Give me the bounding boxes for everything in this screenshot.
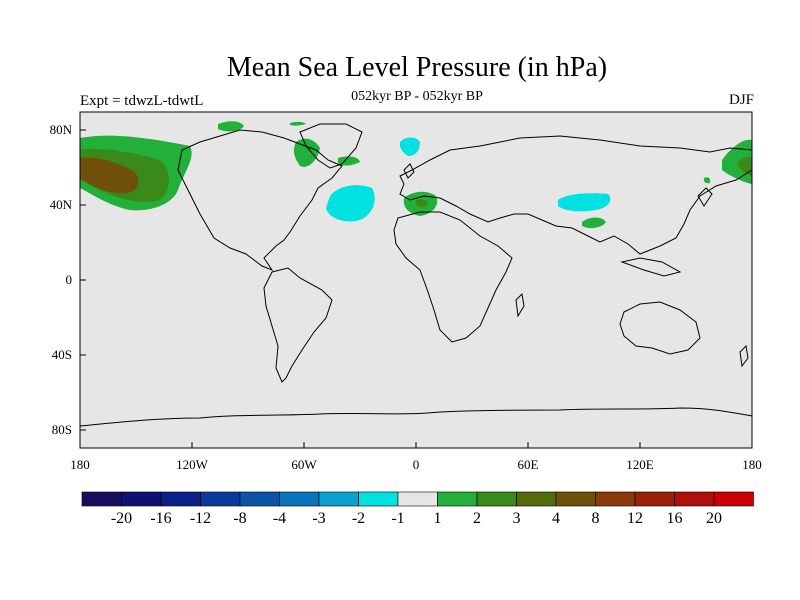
coast-japan	[697, 187, 713, 207]
colorbar-box-15	[674, 491, 715, 507]
colorbar-box-14	[634, 491, 675, 507]
colorbar-label-6: -2	[352, 510, 365, 527]
coast-antarctica	[79, 407, 753, 427]
longitude-axis: 180 120W 60W 0 60E 120E 180	[70, 442, 762, 472]
colorbar-box-11	[516, 491, 557, 507]
colorbar-box-16	[713, 491, 754, 507]
colorbar-label-5: -3	[312, 510, 325, 527]
colorbar-label-4: -4	[273, 510, 286, 527]
anomaly-arctic-2	[290, 121, 306, 126]
anomaly-north-atlantic-neg	[326, 185, 375, 222]
colorbar-box-6	[318, 491, 359, 507]
coast-greenland	[299, 123, 363, 169]
anomaly-bay-of-bengal	[582, 217, 606, 229]
map-subtitle: 052kyr BP - 052kyr BP	[351, 89, 483, 104]
coast-australia	[619, 301, 701, 355]
colorbar-box-5	[279, 491, 320, 507]
colorbar-label-10: 3	[513, 510, 521, 527]
anomaly-central-asia-neg	[558, 193, 611, 212]
lon-label-60w: 60W	[291, 457, 317, 472]
anomaly-mediterranean-mid	[416, 199, 428, 208]
experiment-label: Expt = tdwzL-tdwtL	[80, 93, 204, 109]
colorbar-box-4	[239, 491, 280, 507]
coast-new-zealand	[739, 344, 749, 368]
colorbar-label-8: 1	[434, 510, 442, 527]
lat-label-80n: 80N	[50, 122, 73, 137]
colorbar-box-10	[476, 491, 517, 507]
latitude-axis: 80N 40N 0 40S 80S	[50, 122, 86, 437]
lon-label-120e: 120E	[626, 457, 654, 472]
lat-label-40n: 40N	[50, 197, 73, 212]
colorbar-label-7: -1	[391, 510, 404, 527]
colorbar: -20 -16 -12 -8 -4 -3 -2 -1 1 2 3 4 8 12 16 20	[81, 491, 754, 527]
colorbar-box-13	[595, 491, 636, 507]
colorbar-box-8	[397, 491, 438, 507]
coast-south-america	[263, 267, 333, 383]
lon-label-180w: 180	[70, 457, 90, 472]
anomaly-labrador	[338, 156, 360, 166]
colorbar-label-2: -12	[190, 510, 211, 527]
colorbar-box-1	[121, 491, 162, 507]
coast-british-isles	[403, 163, 415, 179]
lat-label-0: 0	[66, 272, 73, 287]
coast-north-america	[177, 129, 343, 272]
colorbar-box-3	[200, 491, 241, 507]
colorbar-box-12	[555, 491, 596, 507]
colorbar-label-1: -16	[150, 510, 171, 527]
coast-africa	[393, 211, 513, 343]
colorbar-box-0	[81, 491, 122, 507]
anomaly-patches	[80, 121, 752, 229]
colorbar-label-14: 16	[667, 510, 683, 527]
colorbar-box-7	[358, 491, 399, 507]
coast-madagascar	[515, 292, 525, 318]
colorbar-box-9	[437, 491, 478, 507]
lon-label-60e: 60E	[518, 457, 539, 472]
anomaly-east-siberia-mid	[738, 156, 752, 176]
lat-label-40s: 40S	[52, 347, 72, 362]
anomaly-greenland	[293, 138, 320, 167]
coast-eurasia	[399, 135, 753, 255]
colorbar-label-9: 2	[473, 510, 481, 527]
colorbar-label-13: 12	[627, 510, 643, 527]
lon-label-180e: 180	[742, 457, 762, 472]
colorbar-label-12: 8	[592, 510, 600, 527]
coastlines	[79, 123, 753, 427]
anomaly-norwegian-sea-neg	[399, 137, 420, 156]
anomaly-kamchatka	[703, 177, 711, 184]
colorbar-label-15: 20	[706, 510, 722, 527]
lon-label-120w: 120W	[176, 457, 209, 472]
lat-label-80s: 80S	[52, 422, 72, 437]
season-label: DJF	[728, 92, 754, 108]
colorbar-label-0: -20	[111, 510, 132, 527]
colorbar-label-3: -8	[233, 510, 246, 527]
colorbar-label-11: 4	[552, 510, 560, 527]
coast-indonesia	[620, 257, 682, 277]
anomaly-north-pacific-strong	[80, 157, 139, 194]
lon-label-0: 0	[413, 457, 420, 472]
map-title: Mean Sea Level Pressure (in hPa)	[226, 52, 608, 83]
anomaly-east-siberia	[722, 139, 752, 184]
anomaly-arctic-1	[218, 121, 244, 132]
colorbar-box-2	[160, 491, 201, 507]
